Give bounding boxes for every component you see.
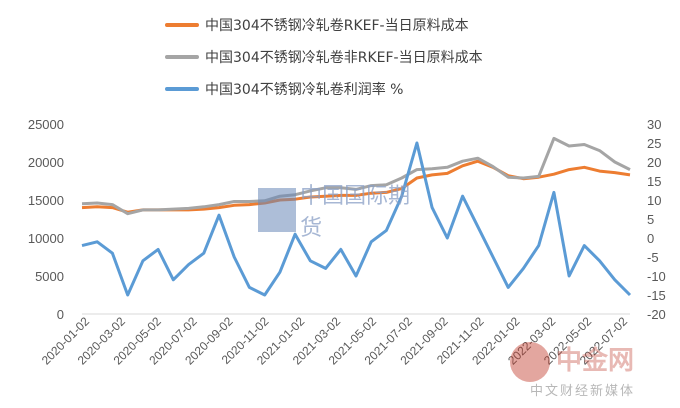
left-tick-label: 0 <box>57 307 64 322</box>
right-tick-label: 10 <box>647 193 661 208</box>
watermark-logo <box>258 188 297 232</box>
right-tick-label: 25 <box>647 136 661 151</box>
left-tick-label: 20000 <box>28 155 64 170</box>
corner-watermark-subtitle: 中文财经新媒体 <box>530 384 636 399</box>
center-watermark: 中国国际期货 <box>258 184 426 241</box>
right-tick-label: -5 <box>647 250 659 265</box>
legend-swatch-non-rkef <box>165 55 199 59</box>
corner-logo-icon <box>510 342 550 382</box>
right-tick-label: -20 <box>647 307 666 322</box>
left-tick-label: 5000 <box>35 269 64 284</box>
right-axis: -20 -15 -10 -5 0 5 10 15 20 25 30 <box>647 117 666 322</box>
legend-item-rkef: 中国304不锈钢冷轧卷RKEF-当日原料成本 <box>165 15 469 35</box>
legend-swatch-rkef <box>165 23 199 27</box>
legend-label-non-rkef: 中国304不锈钢冷轧卷非RKEF-当日原料成本 <box>205 50 483 66</box>
left-tick-label: 10000 <box>28 231 64 246</box>
right-tick-label: 15 <box>647 174 661 189</box>
left-tick-label: 25000 <box>28 117 64 132</box>
series-layer <box>81 136 632 297</box>
right-tick-label: 5 <box>647 212 654 227</box>
corner-watermark: 中金网 中文财经新媒体 <box>510 332 670 402</box>
right-tick-label: 20 <box>647 155 661 170</box>
legend-label-rkef: 中国304不锈钢冷轧卷RKEF-当日原料成本 <box>205 18 469 34</box>
right-tick-label: -15 <box>647 288 666 303</box>
legend-item-profit-margin: 中国304不锈钢冷轧卷利润率 % <box>165 79 403 99</box>
corner-watermark-title: 中金网 <box>556 346 635 376</box>
series-line-profit-margin <box>81 141 632 297</box>
left-tick-label: 15000 <box>28 193 64 208</box>
left-axis: 0 5000 10000 15000 20000 25000 <box>28 117 64 322</box>
right-tick-label: 0 <box>647 231 654 246</box>
right-tick-label: -10 <box>647 269 666 284</box>
legend-swatch-profit-margin <box>165 87 199 91</box>
legend-item-non-rkef: 中国304不锈钢冷轧卷非RKEF-当日原料成本 <box>165 47 483 67</box>
series-line-non-rkef <box>81 136 631 216</box>
right-tick-label: 30 <box>647 117 661 132</box>
watermark-text: 中国国际期货 <box>300 184 411 241</box>
legend-label-profit-margin: 中国304不锈钢冷轧卷利润率 % <box>205 82 404 98</box>
